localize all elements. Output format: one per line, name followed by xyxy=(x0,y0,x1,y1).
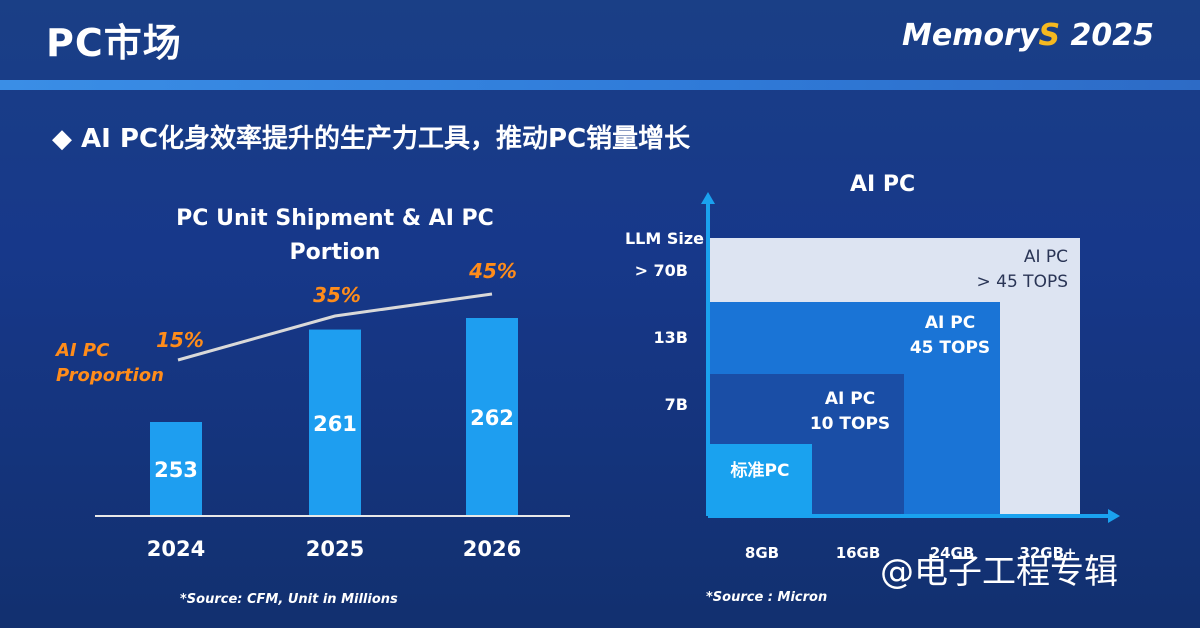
watermark: @电子工程专辑 xyxy=(880,552,1118,592)
y-tick-label: 13B xyxy=(654,328,688,347)
tier-label: 标准PC xyxy=(731,460,790,481)
tier-label: 45 TOPS xyxy=(910,338,990,358)
ai-pc-proportion-line xyxy=(177,292,493,362)
bar-value-label: 262 xyxy=(470,406,514,430)
bar-2026 xyxy=(466,318,518,516)
logo-text: Memory xyxy=(902,18,1039,53)
x-tick-label: 8GB xyxy=(745,544,779,562)
x-tick-label: 24GB xyxy=(930,544,975,562)
y-tick-label: 7B xyxy=(665,395,688,414)
y-axis-label: LLM Size xyxy=(625,229,704,248)
bar-value-label: 261 xyxy=(313,412,357,436)
slide-subtitle: ◆ AI PC化身效率提升的生产力工具，推动PC销量增长 xyxy=(52,124,691,154)
bar-value-label: 253 xyxy=(154,458,198,482)
tier-box-8GB xyxy=(708,444,812,516)
right-chart-title: AI PC xyxy=(850,172,916,197)
right-source: *Source : Micron xyxy=(706,590,828,605)
bar-2025 xyxy=(309,329,361,516)
x-tick-label: 32GB+ xyxy=(1019,544,1076,562)
bar-2024 xyxy=(150,422,202,516)
x-tick-label: 16GB xyxy=(836,544,881,562)
line-data-label: 45% xyxy=(468,259,517,283)
tier-label: AI PC xyxy=(1024,247,1068,267)
tier-label: 10 TOPS xyxy=(810,414,890,434)
left-chart: 253 2024 261 2025 262 2026 15% 35% 45% xyxy=(95,259,570,561)
header-divider xyxy=(0,80,1200,90)
logo-year: 2025 xyxy=(1070,18,1155,53)
page-title: PC市场 xyxy=(46,21,182,65)
x-tick-label: 2024 xyxy=(147,537,205,561)
x-axis-arrow xyxy=(1108,509,1120,523)
tier-label: AI PC xyxy=(825,389,875,409)
y-tick-label: > 70B xyxy=(635,261,688,280)
left-source: *Source: CFM, Unit in Millions xyxy=(180,592,398,607)
line-data-label: 15% xyxy=(156,328,204,352)
tier-label: > 45 TOPS xyxy=(977,272,1069,292)
ai-pc-proportion-label: AI PC Proportion xyxy=(56,340,164,386)
y-axis-arrow xyxy=(701,192,715,204)
line-data-label: 35% xyxy=(313,283,361,307)
logo-s: S xyxy=(1038,18,1061,53)
tier-label: AI PC xyxy=(925,313,975,333)
x-tick-label: 2025 xyxy=(306,537,364,561)
left-chart-title: PC Unit Shipment & AI PC Portion xyxy=(176,206,494,265)
x-tick-label: 2026 xyxy=(463,537,521,561)
memorys-logo: MemoryS 2025 xyxy=(902,18,1154,53)
right-chart: LLM Size > 70B 13B 7B 8GB 16GB 24GB 32GB+ 标准PC AI… xyxy=(625,192,1120,562)
